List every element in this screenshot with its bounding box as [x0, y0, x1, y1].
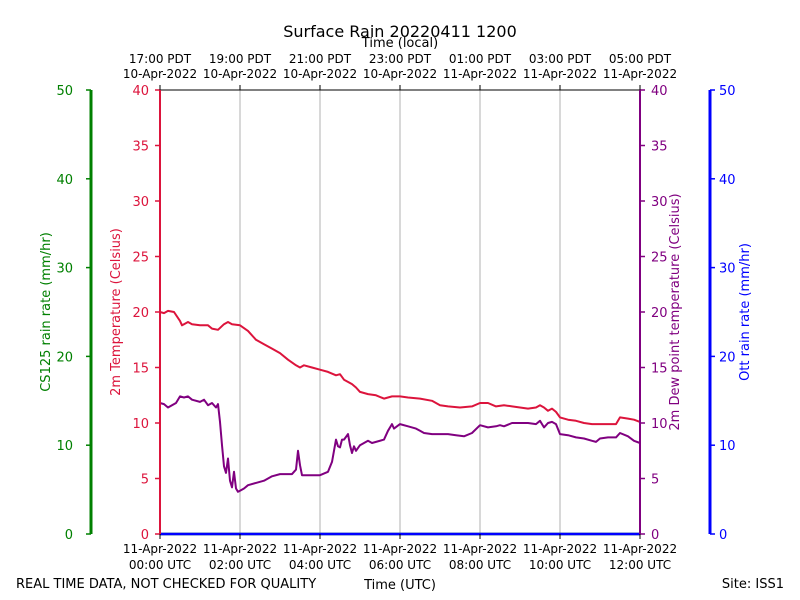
dew-tick-label-0: 0: [651, 528, 659, 543]
local-tick-time-3: 23:00 PDT: [369, 52, 432, 66]
cs125-axis-title: CS125 rain rate (mm/hr): [39, 232, 54, 392]
temp-tick-label-2: 10: [132, 417, 149, 432]
temp-tick-label-0: 0: [141, 528, 149, 543]
local-tick-time-4: 01:00 PDT: [449, 52, 512, 66]
utc-tick-date-1: 11-Apr-2022: [203, 542, 277, 556]
utc-tick-time-1: 02:00 UTC: [209, 558, 271, 572]
dew-tick-label-3: 15: [651, 362, 668, 377]
ott-tick-label-4: 40: [719, 173, 736, 188]
ott-tick-label-5: 50: [719, 84, 736, 99]
local-tick-date-2: 10-Apr-2022: [283, 67, 357, 81]
ott-tick-label-1: 10: [719, 439, 736, 454]
temp-tick-label-6: 30: [132, 195, 149, 210]
local-tick-time-6: 05:00 PDT: [609, 52, 672, 66]
temp-tick-label-5: 25: [132, 251, 149, 266]
cs125-tick-label-0: 0: [65, 528, 73, 543]
utc-tick-time-3: 06:00 UTC: [369, 558, 431, 572]
local-tick-date-4: 11-Apr-2022: [443, 67, 517, 81]
chart-title: Surface Rain 20220411 1200: [283, 22, 517, 41]
dew-tick-label-4: 20: [651, 306, 668, 321]
dew-tick-label-1: 5: [651, 473, 659, 488]
cs125-tick-label-1: 10: [56, 439, 73, 454]
series-line-dew: [159, 395, 641, 493]
utc-tick-date-0: 11-Apr-2022: [123, 542, 197, 556]
x-axis-label: Time (UTC): [363, 578, 436, 593]
dew-tick-label-6: 30: [651, 195, 668, 210]
utc-tick-date-2: 11-Apr-2022: [283, 542, 357, 556]
dew-axis-title: 2m Dew point temperature (Celsius): [668, 193, 683, 430]
cs125-tick-label-2: 20: [56, 350, 73, 365]
temp-tick-label-3: 15: [132, 362, 149, 377]
local-tick-date-3: 10-Apr-2022: [363, 67, 437, 81]
x-ticks-layer: 11-Apr-2022 00:00 UTC 11-Apr-2022 02:00 UTC…: [123, 52, 677, 572]
utc-tick-date-6: 11-Apr-2022: [603, 542, 677, 556]
temp-tick-label-4: 20: [132, 306, 149, 321]
dew-tick-label-5: 25: [651, 251, 668, 266]
local-tick-time-0: 17:00 PDT: [129, 52, 192, 66]
temp-tick-label-7: 35: [132, 140, 149, 155]
cs125-tick-label-4: 40: [56, 173, 73, 188]
cs125-tick-label-5: 50: [56, 84, 73, 99]
local-tick-date-0: 10-Apr-2022: [123, 67, 197, 81]
temp-axis-title: 2m Temperature (Celsius): [109, 228, 124, 396]
dew-tick-label-7: 35: [651, 140, 668, 155]
series-line-temp: [159, 309, 641, 426]
utc-tick-date-3: 11-Apr-2022: [363, 542, 437, 556]
utc-tick-time-2: 04:00 UTC: [289, 558, 351, 572]
temp-tick-label-1: 5: [141, 473, 149, 488]
ott-axis-title: Ott rain rate (mm/hr): [738, 243, 753, 381]
top-axis-label: Time (local): [361, 36, 438, 51]
local-tick-time-2: 21:00 PDT: [289, 52, 352, 66]
utc-tick-time-4: 08:00 UTC: [449, 558, 511, 572]
utc-tick-time-0: 00:00 UTC: [129, 558, 191, 572]
local-tick-date-5: 11-Apr-2022: [523, 67, 597, 81]
temp-tick-label-8: 40: [132, 84, 149, 99]
utc-tick-time-5: 10:00 UTC: [529, 558, 591, 572]
ott-tick-label-3: 30: [719, 262, 736, 277]
cs125-tick-label-3: 30: [56, 262, 73, 277]
grid-lines: [239, 90, 561, 534]
dew-tick-label-8: 40: [651, 84, 668, 99]
ott-tick-label-0: 0: [719, 528, 727, 543]
utc-tick-date-4: 11-Apr-2022: [443, 542, 517, 556]
quality-note: REAL TIME DATA, NOT CHECKED FOR QUALITY: [16, 577, 316, 592]
utc-tick-time-6: 12:00 UTC: [609, 558, 671, 572]
local-tick-date-1: 10-Apr-2022: [203, 67, 277, 81]
local-tick-time-5: 03:00 PDT: [529, 52, 592, 66]
dew-tick-label-2: 10: [651, 417, 668, 432]
site-label: Site: ISS1: [722, 577, 784, 592]
local-tick-date-6: 11-Apr-2022: [603, 67, 677, 81]
utc-tick-date-5: 11-Apr-2022: [523, 542, 597, 556]
local-tick-time-1: 19:00 PDT: [209, 52, 272, 66]
ott-tick-label-2: 20: [719, 350, 736, 365]
